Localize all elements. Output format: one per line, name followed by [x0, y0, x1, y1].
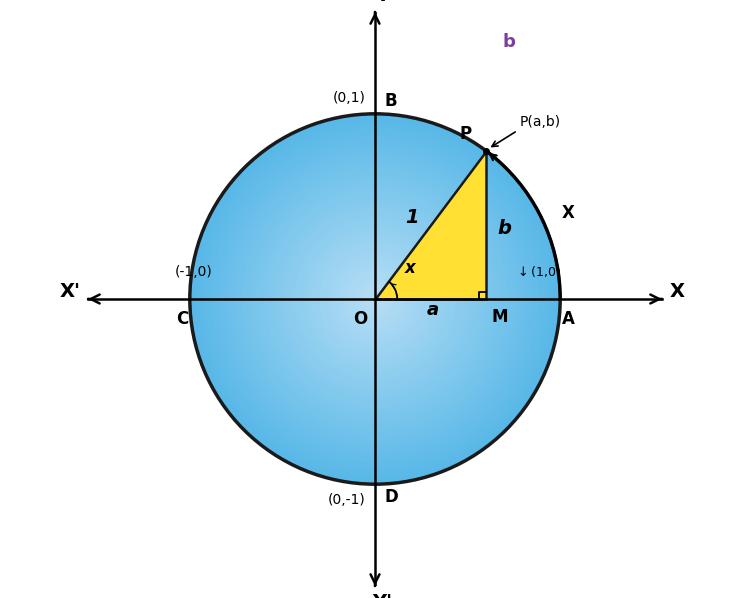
Circle shape	[264, 188, 486, 410]
Text: B: B	[384, 92, 397, 110]
Circle shape	[276, 200, 474, 398]
Text: The Learning App: The Learning App	[601, 58, 668, 67]
Circle shape	[316, 240, 434, 358]
Circle shape	[267, 191, 483, 407]
Circle shape	[347, 271, 403, 327]
Text: P(a,b): P(a,b)	[520, 115, 560, 129]
Circle shape	[338, 262, 412, 336]
Circle shape	[344, 268, 406, 330]
Circle shape	[255, 179, 495, 419]
Text: Y': Y'	[372, 593, 392, 598]
Circle shape	[286, 209, 464, 389]
Circle shape	[320, 243, 430, 355]
Circle shape	[335, 259, 415, 339]
Text: M: M	[492, 308, 508, 327]
Text: b: b	[503, 33, 516, 51]
Circle shape	[193, 117, 557, 481]
FancyBboxPatch shape	[461, 9, 558, 78]
Circle shape	[202, 126, 548, 472]
Circle shape	[332, 256, 419, 342]
Text: x: x	[405, 258, 416, 276]
Circle shape	[279, 203, 471, 395]
Text: a: a	[426, 301, 439, 319]
Circle shape	[230, 154, 520, 444]
Text: P: P	[459, 126, 471, 144]
Circle shape	[350, 274, 400, 324]
Circle shape	[206, 129, 544, 469]
Text: (0,-1): (0,-1)	[328, 493, 366, 508]
Circle shape	[245, 169, 505, 429]
Circle shape	[258, 182, 492, 416]
Circle shape	[328, 253, 422, 345]
Circle shape	[248, 172, 502, 426]
Text: b: b	[498, 219, 512, 238]
Circle shape	[239, 163, 511, 435]
Polygon shape	[375, 151, 486, 299]
Text: BYJU'S: BYJU'S	[609, 27, 660, 41]
Circle shape	[283, 206, 467, 392]
Circle shape	[304, 228, 446, 370]
Text: 1: 1	[405, 208, 418, 227]
Circle shape	[224, 148, 526, 450]
Circle shape	[214, 139, 536, 459]
Circle shape	[301, 225, 449, 373]
Text: (0,1): (0,1)	[333, 90, 366, 105]
Circle shape	[359, 283, 391, 315]
Circle shape	[366, 290, 384, 308]
Circle shape	[310, 234, 440, 364]
Circle shape	[209, 132, 542, 466]
Text: D: D	[384, 488, 398, 506]
Circle shape	[270, 194, 480, 404]
Circle shape	[261, 185, 489, 413]
Circle shape	[363, 286, 387, 312]
Circle shape	[292, 216, 458, 382]
Text: A: A	[562, 310, 575, 328]
Circle shape	[326, 249, 424, 349]
Circle shape	[289, 212, 461, 386]
Circle shape	[199, 123, 551, 475]
Text: Y: Y	[375, 0, 389, 5]
Circle shape	[242, 166, 508, 432]
Circle shape	[196, 120, 554, 478]
Circle shape	[314, 237, 436, 361]
Circle shape	[298, 222, 452, 376]
Circle shape	[322, 246, 428, 352]
Circle shape	[190, 114, 560, 484]
Circle shape	[220, 145, 530, 453]
Text: $\downarrow$(1,0): $\downarrow$(1,0)	[515, 264, 561, 279]
Circle shape	[211, 135, 538, 463]
Circle shape	[372, 296, 378, 302]
Circle shape	[356, 280, 394, 318]
Text: X: X	[670, 282, 685, 301]
Circle shape	[295, 219, 455, 379]
Text: X': X'	[59, 282, 80, 301]
Circle shape	[273, 197, 477, 401]
Circle shape	[226, 151, 524, 447]
Circle shape	[369, 293, 381, 305]
Text: (-1,0): (-1,0)	[174, 265, 212, 279]
Text: X: X	[562, 205, 574, 222]
Circle shape	[217, 142, 532, 456]
Circle shape	[307, 231, 443, 367]
Circle shape	[251, 176, 499, 422]
Circle shape	[353, 277, 397, 321]
Circle shape	[233, 157, 517, 441]
Text: O: O	[353, 310, 368, 328]
Circle shape	[236, 160, 514, 438]
Circle shape	[341, 265, 409, 333]
Text: C: C	[176, 310, 188, 328]
